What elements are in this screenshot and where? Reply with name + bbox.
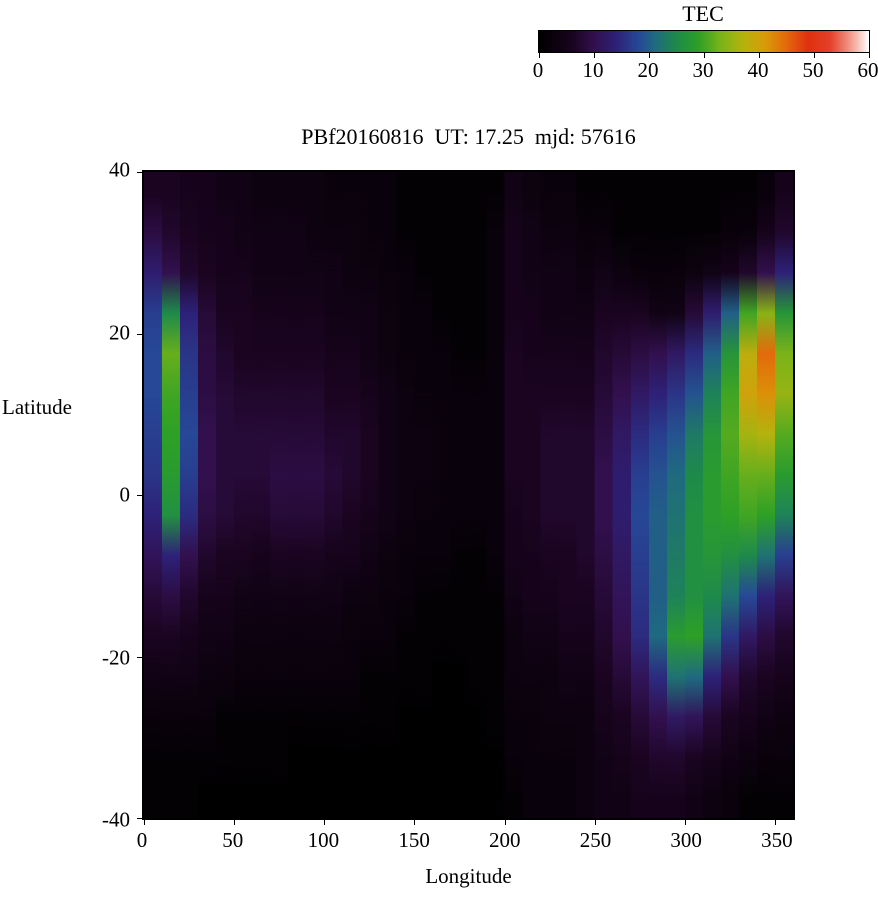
x-tick-label: 50 bbox=[222, 828, 244, 852]
colorbar-tick-mark bbox=[649, 52, 650, 58]
colorbar-tick-labels: 0 10 20 30 40 50 60 bbox=[533, 58, 878, 84]
colorbar-tick-label: 50 bbox=[802, 58, 824, 82]
y-axis-tick-labels: 40 20 0 -20 -40 bbox=[0, 158, 131, 832]
y-tick-mark bbox=[137, 656, 144, 658]
plot-area bbox=[137, 170, 795, 825]
x-tick-mark bbox=[144, 818, 145, 825]
heatmap-canvas bbox=[144, 172, 793, 818]
x-tick-mark bbox=[774, 818, 776, 825]
colorbar-tick-mark bbox=[814, 52, 815, 58]
colorbar-title: TEC bbox=[682, 1, 724, 26]
y-tick-mark bbox=[137, 495, 144, 496]
y-tick-mark bbox=[137, 818, 144, 819]
colorbar-gradient-canvas bbox=[539, 31, 869, 52]
x-tick-mark bbox=[504, 818, 506, 825]
x-tick-label: 200 bbox=[489, 828, 521, 852]
y-tick-label: 40 bbox=[109, 157, 130, 182]
x-tick-label: 250 bbox=[579, 828, 612, 852]
colorbar-tick-label: 60 bbox=[857, 58, 878, 82]
x-tick-label: 100 bbox=[307, 828, 340, 852]
colorbar-tick-label: 30 bbox=[692, 58, 714, 82]
colorbar-tick-mark bbox=[704, 52, 705, 58]
x-tick-mark bbox=[324, 818, 326, 825]
colorbar-tick-mark bbox=[759, 52, 760, 58]
x-tick-mark bbox=[594, 818, 596, 825]
plot-title: PBf20160816 UT: 17.25 mjd: 57616 bbox=[301, 124, 636, 149]
x-axis-tick-labels: 0 50 100 150 200 250 300 350 bbox=[137, 828, 795, 854]
colorbar-tick-label: 40 bbox=[747, 58, 769, 82]
y-tick-mark bbox=[137, 333, 144, 335]
y-tick-label: 20 bbox=[109, 320, 130, 344]
colorbar bbox=[538, 30, 870, 58]
x-tick-label: 350 bbox=[761, 828, 793, 852]
y-tick-label: 0 bbox=[119, 482, 131, 507]
x-tick-mark bbox=[684, 818, 686, 825]
x-axis-label: Longitude bbox=[425, 864, 512, 888]
y-tick-label: -20 bbox=[102, 645, 130, 669]
colorbar-tick-label: 10 bbox=[582, 58, 604, 82]
x-tick-mark bbox=[414, 818, 416, 825]
x-tick-mark bbox=[234, 818, 236, 825]
colorbar-tick-label: 0 bbox=[532, 58, 544, 82]
colorbar-tick-mark bbox=[594, 52, 595, 58]
colorbar-tick-mark bbox=[539, 52, 540, 58]
colorbar-tick-mark bbox=[869, 52, 870, 58]
x-tick-label: 300 bbox=[670, 828, 702, 852]
x-tick-label: 0 bbox=[136, 828, 148, 852]
x-tick-label: 150 bbox=[398, 828, 430, 852]
y-axis-label: Latitude bbox=[2, 395, 72, 419]
colorbar-tick-label: 20 bbox=[637, 58, 659, 82]
y-tick-label: -40 bbox=[102, 807, 130, 832]
y-tick-mark bbox=[137, 172, 144, 173]
